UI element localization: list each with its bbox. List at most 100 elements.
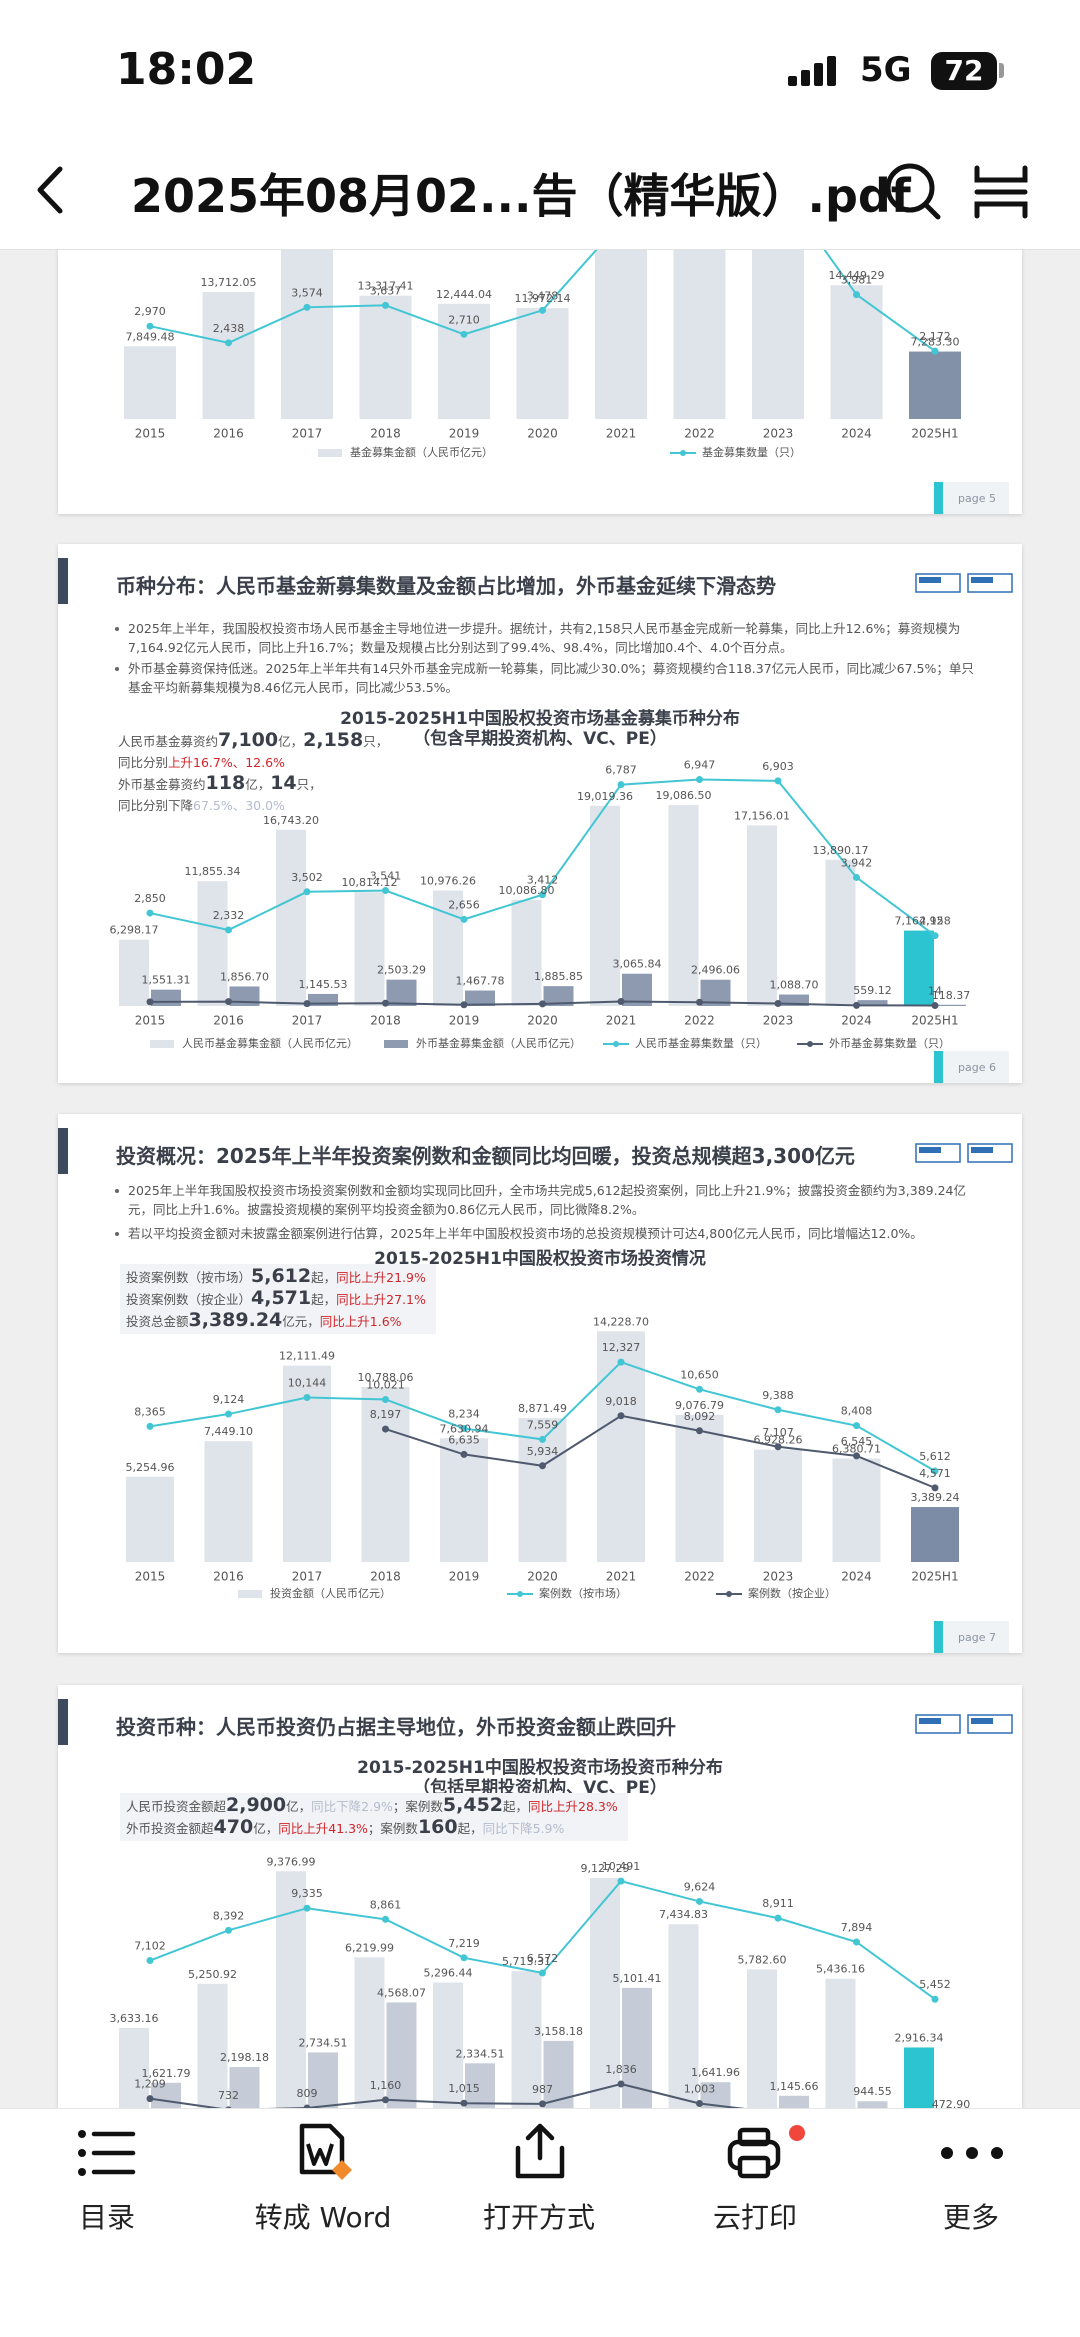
line-value-label: 7,894 [841, 1921, 873, 1934]
bar [830, 285, 883, 419]
document-title: 2025年08月02...告（精华版）.pdf [131, 169, 911, 223]
annotation-text: 只， [296, 777, 322, 792]
bar-value-label: 10,814.12 [342, 876, 398, 889]
bar [124, 346, 176, 419]
annotation-text: ；案例数 [367, 1821, 418, 1836]
line-marker [617, 1877, 625, 1885]
line-marker [146, 909, 154, 917]
bar [229, 2067, 260, 2108]
line-marker [382, 999, 389, 1007]
bar-value-label: 1,088.70 [770, 979, 819, 992]
bar-value-label: 7,449.10 [204, 1425, 253, 1438]
line-value-label: 809 [297, 2087, 318, 2100]
bar-value-label: 944.55 [853, 2085, 892, 2098]
bar-value-label: 12,444.04 [436, 288, 492, 301]
line-marker [539, 306, 546, 314]
annotation-box: 人民币投资金额超2,900亿，同比下降2.9%；案例数5,452起，同比上升28… [120, 1793, 628, 1841]
bar [779, 994, 809, 1006]
page-number: page 5 [958, 492, 996, 505]
bar-value-label: 5,713.31 [502, 1955, 551, 1968]
bar [936, 1004, 966, 1006]
line-marker [853, 1422, 860, 1430]
bar [386, 979, 417, 1006]
line-value-label: 14 [928, 985, 942, 998]
legend-label: 外币基金募集数量（只） [829, 1036, 950, 1050]
x-tick-label: 2025H1 [911, 427, 958, 441]
collapse-button[interactable] [972, 164, 1030, 220]
bar [590, 1878, 620, 2108]
line-value-label: 9,624 [684, 1880, 716, 1893]
bar-value-label: 5,436.16 [816, 1963, 865, 1976]
page-footer-box [943, 482, 1009, 514]
line-value-label: 8,408 [841, 1405, 873, 1418]
line-marker [617, 998, 625, 1005]
line-value-label: 5,452 [919, 1978, 951, 1991]
bar-value-label: 1,145.66 [770, 2080, 819, 2093]
bar-value-label: 5,101.41 [613, 1972, 662, 1985]
x-tick-label: 2015 [135, 427, 166, 441]
line-marker [303, 888, 311, 896]
annotation-line: 外币基金募资约118亿，14只， [118, 773, 388, 795]
annotation-text: 同比下降2.9% [311, 1799, 393, 1814]
annotation-text: 2,900 [226, 1794, 287, 1816]
open-with-icon[interactable] [512, 2122, 568, 2182]
toolbar-label[interactable]: 打开方式 [482, 2201, 595, 2234]
line-marker [146, 2095, 154, 2103]
line-marker [774, 1914, 782, 1922]
annotation-text: 118 [205, 772, 246, 794]
toolbar-label[interactable]: 目录 [78, 2201, 135, 2234]
bar [354, 1957, 385, 2108]
line-value-label: 4,571 [919, 1467, 951, 1480]
bar-value-label: 2,198.18 [220, 2051, 269, 2064]
bullet-text: 若以平均投资金额对未披露金额案例进行估算，2025年上半年中国股权投资市场的总投… [115, 1225, 978, 1244]
bar [465, 990, 495, 1006]
x-tick-label: 2021 [606, 1014, 637, 1028]
bars [126, 1331, 959, 1562]
x-tick-label: 2018 [370, 427, 401, 441]
bar-value-label: 3,389.24 [911, 1491, 960, 1504]
annotation-text: 5,612 [251, 1265, 312, 1287]
annotation-text: 67.5%、30.0% [193, 798, 285, 813]
more-icon[interactable] [939, 2143, 1005, 2163]
back-button[interactable] [30, 165, 74, 215]
search-button[interactable] [880, 160, 944, 222]
logo [915, 1143, 961, 1163]
legend-label: 外币基金募集金额（人民币亿元） [416, 1036, 581, 1050]
x-tick-label: 2022 [684, 1014, 715, 1028]
annotation-text: 2,158 [303, 729, 364, 751]
bar-value-label: 1,885.85 [534, 970, 583, 983]
line-marker [617, 1358, 625, 1366]
annotation-text: 5,452 [442, 1794, 504, 1816]
line-marker [696, 1897, 703, 1905]
line-value-label: 987 [532, 2083, 553, 2096]
annotation-text: 3,389.24 [188, 1309, 283, 1331]
document-viewport[interactable]: 2,970 2,438 3,574 3,637 2,710 3,478 3,981 2,172… [0, 250, 1080, 2108]
line-value-label: 10,491 [602, 1860, 641, 1873]
line-marker [303, 1000, 311, 1008]
annotation-text: 14 [270, 772, 297, 794]
logo-mark [919, 1718, 941, 1724]
bar-value-label: 3,158.18 [534, 2025, 583, 2038]
line-value-label: 7,559 [527, 1418, 559, 1431]
line-value-label: 9,335 [291, 1887, 323, 1900]
toolbar-label[interactable]: 转成 Word [254, 2201, 392, 2234]
toc-icon[interactable] [77, 2128, 137, 2178]
line-marker [146, 998, 154, 1006]
logo [915, 573, 961, 593]
toolbar-label[interactable]: 云打印 [712, 2201, 797, 2234]
bar [779, 2095, 809, 2108]
to-word-icon[interactable] [296, 2122, 356, 2182]
annotation-text: 同比上升28.3% [528, 1799, 618, 1814]
x-tick-label: 2024 [841, 1014, 872, 1028]
bar [386, 2002, 417, 2108]
line-marker [696, 2099, 703, 2107]
battery: 72 [931, 52, 997, 90]
bar [126, 1476, 174, 1562]
toolbar-label[interactable]: 更多 [942, 2201, 999, 2234]
annotation-text: 同比上升21.9% [336, 1270, 426, 1285]
x-tick-label: 2020 [527, 1570, 558, 1584]
line-value-label: 1,015 [448, 2082, 480, 2095]
bar [204, 1441, 253, 1562]
line-marker [460, 1001, 468, 1009]
cloud-print-icon[interactable] [726, 2124, 806, 2182]
